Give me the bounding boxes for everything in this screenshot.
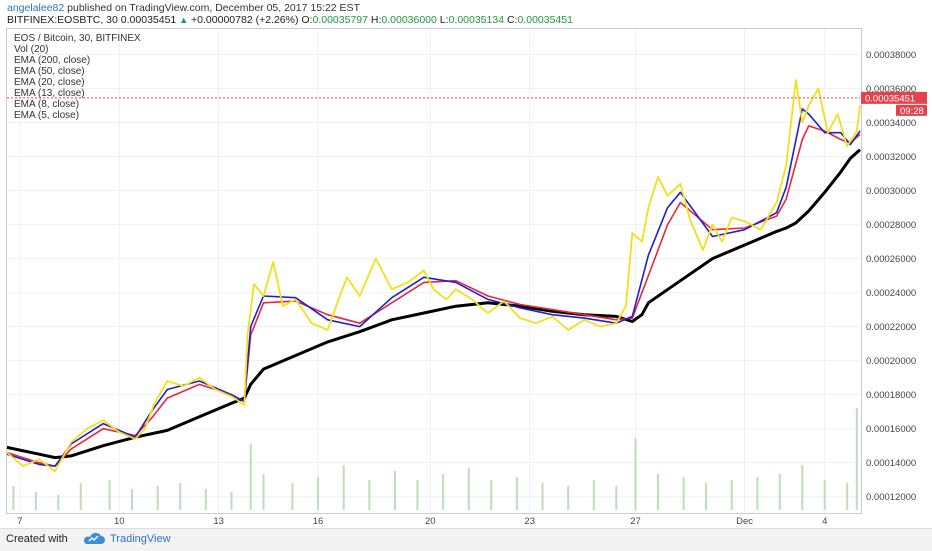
change-value: +0.00000782 (+2.26%): [191, 14, 299, 26]
volume-bar: [12, 486, 15, 510]
open-label: O:: [301, 14, 313, 26]
indicator-legend: EOS / Bitcoin, 30, BITFINEX Vol (20) EMA…: [14, 33, 141, 121]
low-label: L:: [439, 14, 449, 26]
volume-bar: [656, 474, 659, 510]
legend-item[interactable]: Vol (20): [14, 44, 49, 55]
series-line-2: [6, 108, 861, 467]
last-price-label: 0.00035451: [865, 93, 915, 104]
volume-bar: [57, 495, 60, 510]
countdown-tag: [896, 104, 927, 116]
volume-bar: [179, 483, 182, 510]
published-text: published on TradingView.com, December 0…: [67, 2, 360, 14]
x-tick-label: 27: [630, 516, 641, 527]
tradingview-cloud-icon: [83, 532, 105, 544]
x-tick-label: 4: [822, 516, 827, 527]
volume-bar: [705, 483, 708, 510]
countdown-label: 09:28: [900, 106, 924, 117]
created-with-label: Created with: [6, 533, 68, 545]
publish-line: angelalee82 published on TradingView.com…: [7, 2, 360, 14]
legend-item[interactable]: EMA (20, close): [14, 77, 85, 88]
y-tick-label: 0.00014000: [866, 458, 916, 469]
volume-bar: [756, 477, 759, 510]
publisher-link[interactable]: angelalee82: [7, 2, 65, 14]
volume-bar: [204, 489, 207, 510]
y-tick-label: 0.00012000: [866, 492, 916, 503]
y-tick-label: 0.00036000: [866, 84, 916, 95]
series-line-3: [6, 79, 861, 473]
volume-bar: [682, 477, 685, 510]
volume-bar: [615, 486, 618, 510]
last-price: 0.00035451: [120, 14, 177, 26]
legend-item[interactable]: EMA (50, close): [14, 66, 85, 77]
volume-bar: [567, 486, 570, 510]
x-tick-label: 7: [17, 516, 22, 527]
low-value: 0.00035134: [448, 14, 505, 26]
y-tick-label: 0.00020000: [866, 356, 916, 367]
y-tick-label: 0.00030000: [866, 186, 916, 197]
volume-bar: [368, 480, 371, 510]
x-tick-label: 16: [313, 516, 324, 527]
volume-bar: [79, 483, 82, 510]
volume-bar: [291, 483, 294, 510]
volume-bar: [262, 474, 265, 510]
legend-item[interactable]: EMA (5, close): [14, 110, 80, 121]
y-tick-label: 0.00018000: [866, 390, 916, 401]
volume-bar: [342, 465, 345, 510]
x-tick-label: 10: [114, 516, 125, 527]
high-label: H:: [370, 14, 382, 26]
volume-bar: [846, 483, 849, 510]
legend-item[interactable]: EOS / Bitcoin, 30, BITFINEX: [14, 33, 141, 44]
y-tick-label: 0.00038000: [866, 50, 916, 61]
x-tick-label: 23: [524, 516, 535, 527]
symbol-label: BITFINEX:EOSBTC, 30: [7, 14, 118, 26]
close-label: C:: [506, 14, 518, 26]
volume-bar: [801, 465, 804, 510]
volume-bar: [108, 480, 111, 510]
volume-bar: [317, 477, 320, 510]
volume-bar: [416, 480, 419, 510]
series-line-1: [6, 125, 861, 467]
volume-bar: [230, 492, 233, 510]
y-tick-label: 0.00016000: [866, 424, 916, 435]
volume-bar: [490, 480, 493, 510]
volume-bar: [131, 489, 134, 510]
y-tick-label: 0.00024000: [866, 288, 916, 299]
legend-item[interactable]: EMA (8, close): [14, 99, 80, 110]
volume-bar: [730, 480, 733, 510]
x-tick-label: 20: [425, 516, 436, 527]
volume-bar: [394, 471, 397, 510]
volume-bar: [541, 483, 544, 510]
legend-item[interactable]: EMA (200, close): [14, 55, 91, 66]
series-line-0: [6, 148, 861, 460]
volume-bar: [855, 408, 858, 510]
x-tick-label: 13: [213, 516, 224, 527]
y-tick-label: 0.00026000: [866, 254, 916, 265]
high-value: 0.00036000: [381, 14, 437, 26]
footer-bar: Created with TradingView: [0, 528, 932, 551]
last-price-tag: [861, 91, 927, 104]
tradingview-link[interactable]: TradingView: [110, 533, 171, 545]
volume-bar: [515, 477, 518, 510]
volume-bar: [34, 492, 37, 510]
volume-bar: [249, 444, 252, 510]
volume-bar: [634, 438, 637, 510]
volume-bar: [156, 486, 159, 510]
volume-bar: [778, 474, 781, 510]
volume-bar: [467, 468, 470, 510]
close-value: 0.00035451: [517, 14, 573, 26]
volume-bar: [442, 474, 445, 510]
open-value: 0.00035797: [312, 14, 368, 26]
ohlc-line: BITFINEX:EOSBTC, 30 0.00035451 ▲ +0.0000…: [7, 14, 573, 26]
y-tick-label: 0.00022000: [866, 322, 916, 333]
y-tick-label: 0.00032000: [866, 152, 916, 163]
x-tick-label: Dec: [736, 516, 753, 527]
up-arrow-icon: ▲: [179, 15, 189, 25]
y-tick-label: 0.00034000: [866, 118, 916, 129]
y-tick-label: 0.00028000: [866, 220, 916, 231]
legend-item[interactable]: EMA (13, close): [14, 88, 85, 99]
volume-bar: [592, 480, 595, 510]
volume-bar: [823, 480, 826, 510]
chart-frame[interactable]: [6, 28, 862, 514]
